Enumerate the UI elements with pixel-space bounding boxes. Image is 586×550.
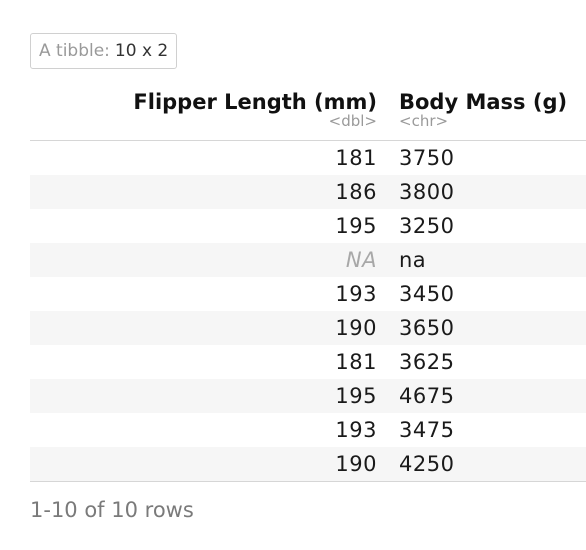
cell-body-mass: 3650	[399, 316, 455, 340]
column-name: Body Mass (g)	[399, 90, 568, 114]
table-row: 190 3650	[30, 311, 586, 345]
table-row: 193 3450	[30, 277, 586, 311]
cell-body-mass: 3250	[399, 214, 455, 238]
tibble-caption: A tibble: 10 x 2	[30, 33, 178, 69]
cell-flipper-length: 186	[335, 180, 377, 204]
header-body-mass: Body Mass (g) <chr>	[399, 90, 567, 129]
table-row: 195 3250	[30, 209, 586, 243]
cell-body-mass: 4250	[399, 452, 455, 476]
cell-flipper-length: 181	[335, 146, 377, 170]
table-header: Flipper Length (mm) <dbl> Body Mass (g) …	[30, 86, 586, 141]
cell-flipper-length: 193	[335, 418, 377, 442]
table-row: 193 3475	[30, 413, 586, 447]
table-bottom-rule	[30, 481, 586, 482]
cell-body-mass: na	[399, 248, 427, 272]
data-table: Flipper Length (mm) <dbl> Body Mass (g) …	[30, 86, 586, 482]
cell-body-mass: 3625	[399, 350, 455, 374]
row-count-footer: 1-10 of 10 rows	[30, 498, 194, 522]
header-flipper-length: Flipper Length (mm) <dbl>	[133, 90, 377, 129]
table-row: 181 3750	[30, 141, 586, 175]
table-row: 181 3625	[30, 345, 586, 379]
cell-body-mass: 3475	[399, 418, 455, 442]
cell-flipper-length: 193	[335, 282, 377, 306]
cell-flipper-length: 190	[335, 316, 377, 340]
cell-flipper-length: 195	[335, 214, 377, 238]
cell-body-mass: 3450	[399, 282, 455, 306]
caption-label: A tibble:	[39, 41, 110, 61]
cell-flipper-length: 195	[335, 384, 377, 408]
table-row: 195 4675	[30, 379, 586, 413]
column-type: <dbl>	[328, 112, 377, 130]
cell-body-mass: 4675	[399, 384, 455, 408]
table-row: 190 4250	[30, 447, 586, 481]
caption-dimensions: 10 x 2	[114, 41, 169, 61]
cell-flipper-length: 181	[335, 350, 377, 374]
table-row: 186 3800	[30, 175, 586, 209]
cell-body-mass: 3800	[399, 180, 455, 204]
table-row: NA na	[30, 243, 586, 277]
cell-body-mass: 3750	[399, 146, 455, 170]
column-name: Flipper Length (mm)	[133, 90, 377, 114]
column-type: <chr>	[399, 112, 449, 130]
cell-flipper-length: 190	[335, 452, 377, 476]
cell-flipper-length-na: NA	[345, 248, 377, 272]
